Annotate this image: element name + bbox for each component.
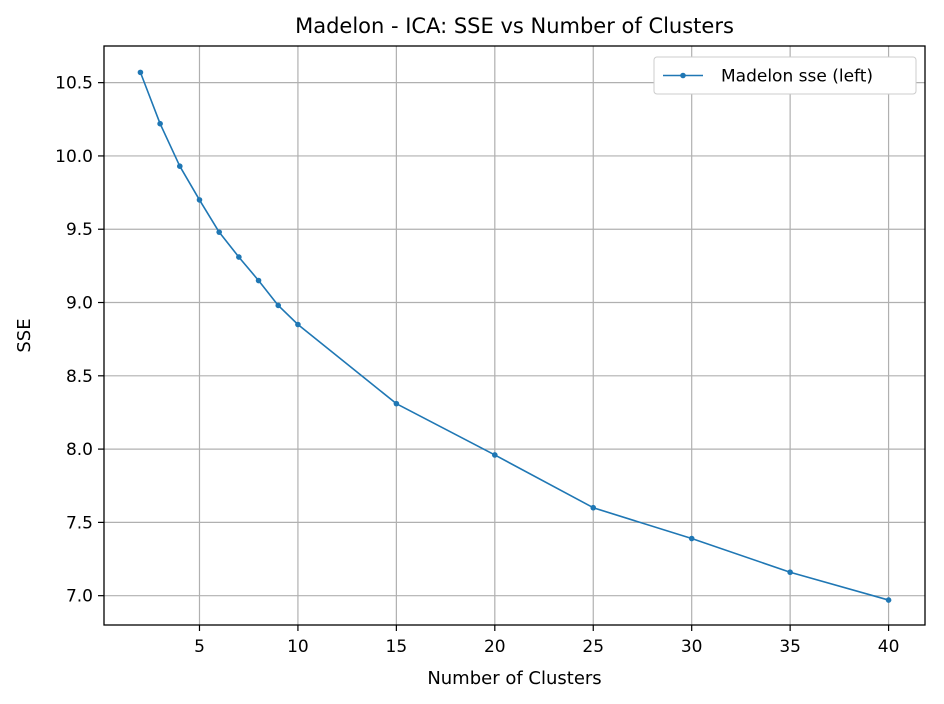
data-point (216, 229, 222, 235)
x-axis-label: Number of Clusters (427, 668, 601, 689)
y-tick-label: 10.5 (55, 74, 93, 94)
data-point (688, 535, 695, 542)
data-point (255, 277, 262, 284)
legend-entry-label: Madelon sse (left) (721, 67, 873, 87)
x-tick-label: 30 (681, 637, 703, 657)
data-point (590, 504, 597, 511)
data-point (295, 321, 301, 328)
chart-title: Madelon - ICA: SSE vs Number of Clusters (295, 14, 734, 38)
data-point (157, 120, 163, 127)
grid-lines (104, 46, 925, 625)
legend-marker-sample (680, 72, 686, 79)
y-tick-label: 8.0 (66, 440, 93, 460)
data-point (236, 254, 242, 260)
data-point (196, 197, 203, 203)
x-tick-label: 10 (287, 637, 309, 657)
data-point (787, 569, 793, 576)
y-tick-label: 9.5 (66, 220, 93, 240)
series-layer (137, 69, 892, 603)
series-line (139, 72, 889, 601)
x-tick-label: 40 (878, 637, 900, 657)
y-axis-label: SSE (14, 318, 35, 352)
data-point (393, 400, 400, 407)
x-tick-label: 35 (779, 637, 801, 657)
data-point (275, 302, 282, 309)
y-tick-label: 7.0 (66, 587, 93, 607)
y-tick-label: 8.5 (66, 367, 93, 387)
data-point (137, 69, 144, 76)
x-tick-label: 20 (484, 637, 506, 657)
x-tick-label: 25 (582, 637, 604, 657)
y-axis: 7.0 7.5 8.0 8.5 9.0 9.5 10.0 10.5 (55, 74, 104, 607)
legend: Madelon sse (left) (653, 56, 917, 95)
data-point (176, 163, 183, 169)
y-tick-label: 9.0 (66, 294, 93, 314)
y-tick-label: 7.5 (66, 513, 93, 533)
x-axis: 5 10 15 20 25 30 35 40 (194, 625, 899, 657)
legend-box (653, 56, 917, 95)
data-point (492, 452, 498, 458)
y-tick-label: 10.0 (55, 147, 93, 167)
x-tick-label: 5 (194, 637, 205, 657)
plot-frame (103, 45, 926, 626)
data-point (885, 597, 892, 603)
x-tick-label: 15 (386, 637, 408, 657)
